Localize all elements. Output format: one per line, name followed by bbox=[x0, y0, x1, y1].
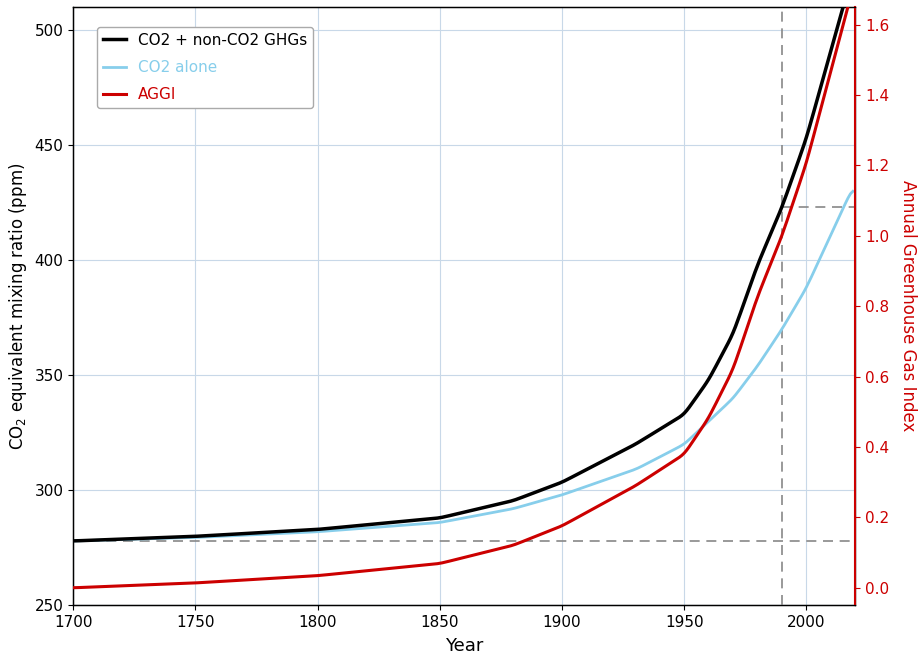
X-axis label: Year: Year bbox=[445, 637, 483, 655]
Y-axis label: Annual Greenhouse Gas Index: Annual Greenhouse Gas Index bbox=[899, 181, 917, 432]
Legend: CO2 + non-CO2 GHGs, CO2 alone, AGGI: CO2 + non-CO2 GHGs, CO2 alone, AGGI bbox=[96, 26, 313, 108]
Y-axis label: CO$_2$ equivalent mixing ratio (ppm): CO$_2$ equivalent mixing ratio (ppm) bbox=[7, 162, 29, 450]
